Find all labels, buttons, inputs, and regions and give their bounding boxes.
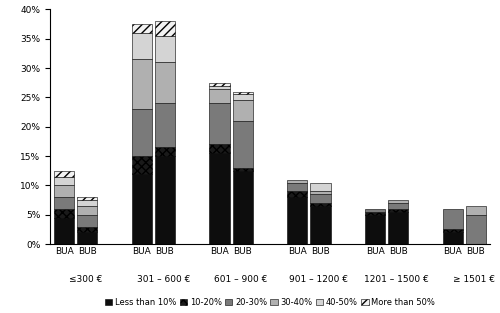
Text: 601 – 900 €: 601 – 900 € <box>214 275 268 284</box>
Bar <box>388 200 408 203</box>
Bar <box>442 232 463 244</box>
Bar <box>210 103 230 144</box>
Bar <box>77 232 98 244</box>
Bar <box>442 209 463 229</box>
Bar <box>365 212 385 215</box>
Bar <box>132 156 152 174</box>
Bar <box>77 206 98 215</box>
Bar <box>442 229 463 232</box>
Bar <box>210 153 230 244</box>
Bar <box>210 86 230 89</box>
Bar <box>54 171 74 177</box>
Bar <box>232 100 253 121</box>
Bar <box>54 185 74 197</box>
Text: 901 – 1200 €: 901 – 1200 € <box>290 275 348 284</box>
Bar <box>210 89 230 103</box>
Bar <box>155 103 175 147</box>
Bar <box>54 197 74 209</box>
Text: 301 – 600 €: 301 – 600 € <box>136 275 190 284</box>
Bar <box>77 200 98 206</box>
Bar <box>210 144 230 153</box>
Text: ≥ 1501 €: ≥ 1501 € <box>454 275 496 284</box>
Bar <box>155 36 175 62</box>
Bar <box>287 182 308 191</box>
Text: 1201 – 1500 €: 1201 – 1500 € <box>364 275 429 284</box>
Legend: Less than 10%, 10-20%, 20-30%, 30-40%, 40-50%, More than 50%: Less than 10%, 10-20%, 20-30%, 30-40%, 4… <box>102 295 438 310</box>
Bar <box>310 206 330 244</box>
Bar <box>155 147 175 156</box>
Bar <box>232 168 253 171</box>
Bar <box>155 62 175 103</box>
Bar <box>287 197 308 244</box>
Bar <box>232 171 253 244</box>
Bar <box>132 174 152 244</box>
Bar <box>77 197 98 200</box>
Bar <box>155 21 175 36</box>
Bar <box>232 91 253 95</box>
Bar <box>210 83 230 86</box>
Bar <box>132 24 152 33</box>
Bar <box>132 109 152 156</box>
Bar <box>155 156 175 244</box>
Bar <box>466 206 486 215</box>
Bar <box>388 212 408 244</box>
Text: ≤300 €: ≤300 € <box>69 275 102 284</box>
Bar <box>54 218 74 244</box>
Bar <box>310 194 330 203</box>
Bar <box>388 203 408 209</box>
Bar <box>287 180 308 182</box>
Bar <box>132 33 152 59</box>
Bar <box>132 59 152 109</box>
Bar <box>77 215 98 227</box>
Bar <box>232 121 253 168</box>
Bar <box>232 95 253 100</box>
Bar <box>54 209 74 218</box>
Bar <box>77 227 98 232</box>
Bar <box>388 209 408 212</box>
Bar <box>310 203 330 206</box>
Bar <box>310 182 330 191</box>
Bar <box>310 191 330 194</box>
Bar <box>54 177 74 185</box>
Bar <box>287 191 308 197</box>
Bar <box>466 215 486 244</box>
Bar <box>365 209 385 212</box>
Bar <box>365 215 385 244</box>
